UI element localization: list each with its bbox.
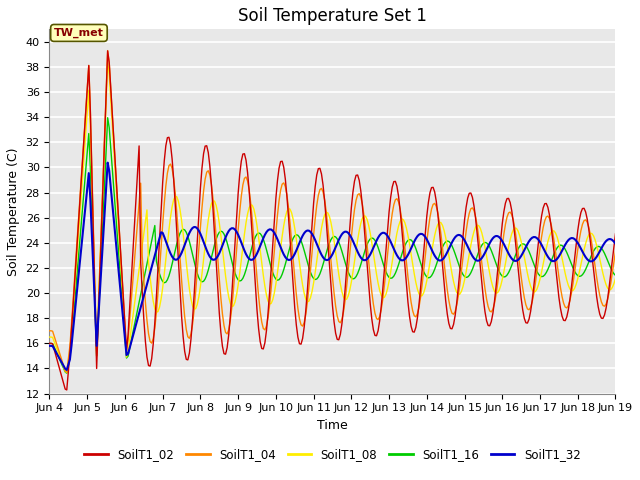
Line: SoilT1_16: SoilT1_16: [49, 118, 616, 373]
SoilT1_02: [371, 333, 379, 338]
SoilT1_32: [403, 254, 410, 260]
SoilT1_08: [612, 276, 620, 281]
SoilT1_08: [154, 309, 162, 314]
SoilT1_32: [63, 367, 70, 373]
SoilT1_04: [104, 48, 111, 53]
SoilT1_32: [546, 256, 554, 262]
Line: SoilT1_02: SoilT1_02: [49, 51, 616, 390]
SoilT1_04: [154, 290, 162, 296]
Text: TW_met: TW_met: [54, 28, 104, 38]
SoilT1_08: [63, 370, 70, 375]
SoilT1_04: [45, 328, 53, 334]
SoilT1_08: [390, 249, 397, 254]
SoilT1_02: [63, 387, 70, 393]
SoilT1_02: [403, 282, 410, 288]
SoilT1_04: [63, 369, 70, 375]
SoilT1_08: [546, 233, 554, 239]
SoilT1_32: [612, 241, 620, 247]
SoilT1_04: [612, 249, 620, 254]
SoilT1_04: [61, 368, 69, 373]
SoilT1_16: [390, 273, 397, 279]
X-axis label: Time: Time: [317, 419, 348, 432]
SoilT1_04: [403, 259, 410, 264]
SoilT1_08: [61, 369, 69, 374]
SoilT1_16: [546, 263, 554, 268]
SoilT1_16: [45, 340, 53, 346]
SoilT1_16: [104, 115, 111, 120]
SoilT1_32: [154, 241, 162, 247]
SoilT1_32: [104, 160, 111, 166]
SoilT1_04: [390, 202, 397, 208]
Line: SoilT1_32: SoilT1_32: [49, 163, 616, 370]
SoilT1_02: [546, 212, 554, 218]
SoilT1_16: [371, 238, 379, 243]
SoilT1_02: [154, 265, 162, 271]
SoilT1_02: [612, 231, 620, 237]
SoilT1_32: [371, 241, 379, 247]
SoilT1_16: [63, 370, 70, 376]
SoilT1_02: [390, 179, 397, 184]
SoilT1_16: [403, 240, 410, 245]
SoilT1_04: [546, 216, 554, 221]
Line: SoilT1_04: SoilT1_04: [49, 50, 616, 372]
SoilT1_08: [371, 261, 379, 267]
Line: SoilT1_08: SoilT1_08: [49, 62, 616, 372]
SoilT1_16: [612, 273, 620, 278]
SoilT1_16: [61, 369, 69, 375]
SoilT1_08: [403, 225, 410, 231]
SoilT1_16: [154, 265, 162, 271]
Legend: SoilT1_02, SoilT1_04, SoilT1_08, SoilT1_16, SoilT1_32: SoilT1_02, SoilT1_04, SoilT1_08, SoilT1_…: [79, 443, 586, 466]
SoilT1_32: [45, 343, 53, 349]
SoilT1_32: [61, 366, 69, 372]
SoilT1_08: [104, 60, 111, 65]
SoilT1_32: [390, 246, 397, 252]
SoilT1_04: [371, 310, 379, 316]
Y-axis label: Soil Temperature (C): Soil Temperature (C): [7, 147, 20, 276]
SoilT1_08: [45, 334, 53, 340]
SoilT1_02: [104, 48, 111, 54]
SoilT1_02: [45, 340, 53, 346]
Title: Soil Temperature Set 1: Soil Temperature Set 1: [238, 7, 427, 25]
SoilT1_02: [61, 386, 69, 392]
